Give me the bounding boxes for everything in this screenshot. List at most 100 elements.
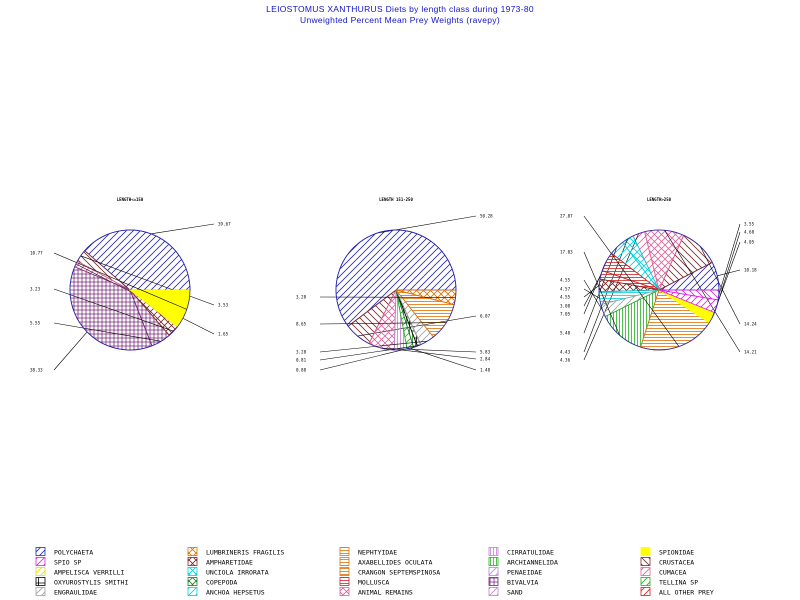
legend-label: ANIMAL REMAINS [358,589,413,597]
legend-label: SPIONIDAE [659,549,694,557]
legend-item-axa: AXABELLIDES OCULATA [339,557,432,567]
legend-item-nephtyidae: NEPHTYIDAE [339,547,397,557]
legend-label: POLYCHAETA [54,549,93,557]
legend-label: ARCHIANNELIDA [507,559,558,567]
leader-line [583,251,620,336]
leader-line [53,252,187,310]
slice-label: 0.81 [296,358,307,363]
slice-label: 4.43 [560,350,571,355]
chart-subtitle: Unweighted Percent Mean Prey Weights (ra… [300,15,500,25]
legend-swatch [187,557,198,566]
leader-line [700,246,741,325]
legend-item-cirratulidae: CIRRATULIDAE [488,547,554,557]
legend-label: MOLLUSCA [358,579,389,587]
slice-label: 5.55 [30,321,41,326]
legend-swatch [35,547,46,556]
legend-item-ampharetidae: AMPHARETIDAE [187,557,253,567]
pie-title: LENGTH<=150 [117,197,144,202]
leader-line [400,349,477,360]
legend-label: BIVALVIA [507,579,538,587]
pie-outline [335,229,457,351]
legend-item-crustacea: CRUSTACEA [640,557,694,567]
slice-label: 14.21 [744,350,757,355]
legend-swatch [640,567,651,576]
slice-label: 1.48 [480,368,491,373]
legend-label: CUMACEA [659,569,686,577]
legend-label: TELLINA SP [659,579,698,587]
slice-label: 4.68 [744,230,755,235]
slice-label: 7.05 [560,312,571,317]
legend-item-unciola: UNCIOLA IRRORATA [187,567,269,577]
slice-label: 4.55 [560,278,571,283]
pie-outline [598,229,720,351]
slice-label: 17.03 [560,250,573,255]
pie-chart-1: LENGTH<=150 39.67 3.53 1.65 38.33 5.55 3.23 10.… [30,197,231,373]
leader-line [583,288,600,299]
legend-item-sand: SAND [488,587,523,597]
slice-label: 6.07 [480,314,491,319]
legend-label: AXABELLIDES OCULATA [358,559,432,567]
leader-line [319,346,416,371]
legend: POLYCHAETA SPIO SP AMPELISCA VERRILLI OXYUR… [35,547,714,597]
legend-swatch [488,567,499,576]
legend-label: ALL OTHER PREY [659,589,714,597]
slice-label: 8.65 [296,322,307,327]
slice-label: 1.65 [218,332,229,337]
legend-item-animal: ANIMAL REMAINS [339,587,413,597]
legend-item-cumacea: CUMACEA [640,567,686,577]
slice-label: 5.83 [480,350,491,355]
legend-label: UNCIOLA IRRORATA [206,569,269,577]
chart-titles: LEIOSTOMUS XANTHURUS Diets by length cla… [0,4,800,26]
legend-label: CRUSTACEA [659,559,694,567]
legend-swatch [339,577,350,586]
legend-item-lumbrineris: LUMBRINERIS FRAGILIS [187,547,284,557]
slice-label: 50.28 [480,214,493,219]
legend-swatch [339,547,350,556]
leader-line [319,340,428,353]
pie-title: LENGTH>250 [647,197,672,202]
legend-item-crangon: CRANGON SEPTEMSPINOSA [339,567,440,577]
legend-swatch [35,587,46,596]
leader-line [410,348,477,371]
pie-chart-2: LENGTH 151-250 50.28 6.07 5.83 2.84 1.48 0.88 0… [296,197,493,373]
legend-label: AMPELISCA VERRILLI [54,569,125,577]
legend-item-archiannelida: ARCHIANNELIDA [488,557,558,567]
slice-label: 4.55 [560,295,571,300]
legend-item-spio: SPIO SP [35,557,81,567]
slice-label: 27.87 [560,214,573,219]
legend-label: SAND [507,589,523,597]
slice-label: 4.05 [744,240,755,245]
legend-swatch [35,567,46,576]
legend-swatch [640,577,651,586]
legend-item-ampelisca: AMPELISCA VERRILLI [35,567,125,577]
legend-swatch [35,577,46,586]
pie-chart-3: LENGTH>250 10.18 14.24 14.21 4.36 4.43 5.48 7.0… [560,197,757,363]
slice-label: 3.28 [296,350,307,355]
legend-label: AMPHARETIDAE [206,559,253,567]
legend-swatch [339,567,350,576]
legend-swatch [640,547,651,556]
legend-swatch [488,557,499,566]
slice-label: 3.53 [218,303,229,308]
legend-item-allother: ALL OTHER PREY [640,587,714,597]
pie-outline [69,229,191,351]
legend-label: COPEPODA [206,579,237,587]
leader-line [53,331,88,371]
legend-swatch [640,557,651,566]
legend-label: NEPHTYIDAE [358,549,397,557]
legend-label: CRANGON SEPTEMSPINOSA [358,569,440,577]
leader-line [583,285,600,298]
legend-swatch [187,587,198,596]
legend-item-tellina: TELLINA SP [640,577,698,587]
slice-label: 10.77 [30,251,43,256]
slice-label: 10.18 [744,268,757,273]
legend-swatch [488,547,499,556]
legend-item-oxyurostylis: OXYUROSTYLIS SMITHI [35,577,128,587]
slice-label: 3.08 [560,304,571,309]
slice-label: 0.88 [296,368,307,373]
legend-swatch [488,587,499,596]
legend-swatch [187,567,198,576]
slice-label: 38.33 [30,368,43,373]
